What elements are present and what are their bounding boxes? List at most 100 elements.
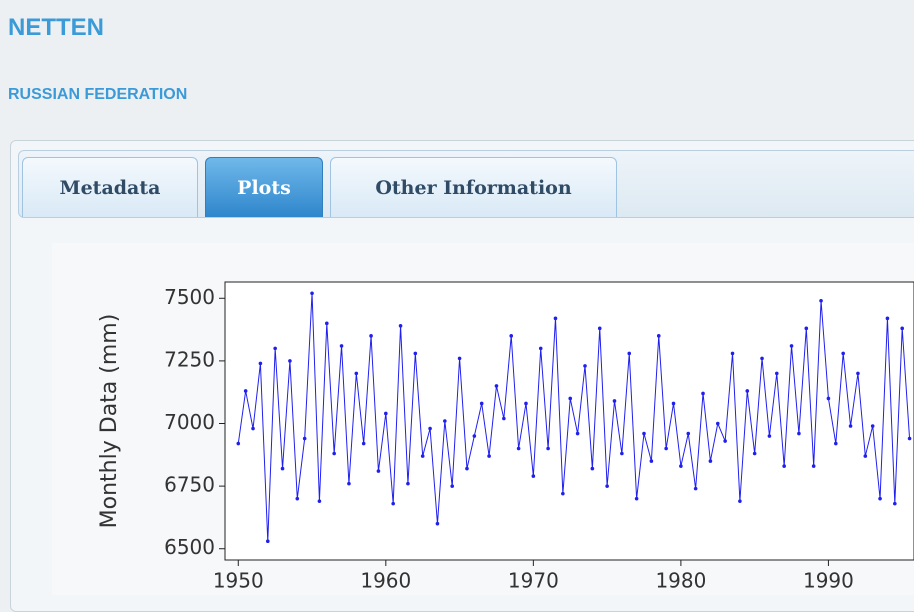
data-point [377,469,381,473]
data-point [546,447,550,451]
y-tick-label: 6500 [164,535,215,559]
data-point [325,322,329,326]
data-point [554,317,558,321]
y-tick-label: 7250 [164,347,215,371]
data-point [391,502,395,506]
data-point [893,502,897,506]
data-point [473,434,477,438]
page: NETTEN RUSSIAN FEDERATION Metadata Plots… [0,0,914,595]
data-point [406,482,410,486]
data-point [347,482,351,486]
data-point [900,327,904,331]
data-point [340,344,344,348]
data-point [731,352,735,356]
data-point [841,352,845,356]
data-point [318,499,322,503]
data-point [804,327,808,331]
data-point [310,291,314,295]
data-point [576,432,580,436]
data-point [332,452,336,456]
data-point [288,359,292,363]
data-point [450,484,454,488]
data-point [782,464,786,468]
data-point [679,464,683,468]
data-point [672,402,676,406]
data-point [664,447,668,451]
data-point [495,384,499,388]
data-point [908,437,912,441]
data-point [768,434,772,438]
data-point [694,487,698,491]
data-point [878,497,882,501]
x-tick-label: 1990 [803,569,854,593]
data-point [236,442,240,446]
data-point [775,372,779,376]
data-point [827,397,831,401]
data-point [384,412,388,416]
data-point [812,464,816,468]
y-axis-label: Monthly Data (mm) [97,314,122,529]
data-point [598,327,602,331]
data-point [620,452,624,456]
data-point [369,334,373,338]
data-point [723,439,727,443]
data-point [819,299,823,303]
data-point [642,432,646,436]
data-point [871,424,875,428]
data-point [790,344,794,348]
y-tick-label: 7500 [164,285,215,309]
data-point [568,397,572,401]
data-point [421,454,425,458]
data-point [709,459,713,463]
data-point [650,459,654,463]
data-point [428,427,432,431]
data-point [414,352,418,356]
x-tick-label: 1980 [655,569,706,593]
data-point [502,417,506,421]
data-point [532,474,536,478]
data-point [458,357,462,361]
data-point [834,442,838,446]
x-tick-label: 1960 [360,569,411,593]
data-point [244,389,248,393]
y-tick-label: 6750 [164,473,215,497]
data-point [635,497,639,501]
data-point [295,497,299,501]
data-point [716,422,720,426]
data-point [509,334,513,338]
data-point [613,399,617,403]
data-point [259,362,263,366]
data-point [864,454,868,458]
data-point [583,364,587,368]
data-point [686,432,690,436]
data-point [465,467,469,471]
data-point [480,402,484,406]
data-point [251,427,255,431]
data-point [760,357,764,361]
y-tick-label: 7000 [164,410,215,434]
data-point [657,334,661,338]
x-tick-label: 1970 [508,569,559,593]
chart: Monthly Data (mm) 6500 6750 7000 7250 7500 19… [0,0,914,595]
data-point [701,392,705,396]
data-point [753,452,757,456]
data-point [524,402,528,406]
data-point [266,539,270,543]
data-point [745,389,749,393]
data-point [886,317,890,321]
data-point [561,492,565,496]
data-point [487,454,491,458]
data-point [436,522,440,526]
data-point [797,432,801,436]
data-point [539,347,543,351]
data-point [738,499,742,503]
data-point [591,467,595,471]
data-point [281,467,285,471]
data-point [856,372,860,376]
data-point [849,424,853,428]
data-point [517,447,521,451]
data-point [627,352,631,356]
data-point [362,442,366,446]
data-point [605,484,609,488]
data-point [303,437,307,441]
